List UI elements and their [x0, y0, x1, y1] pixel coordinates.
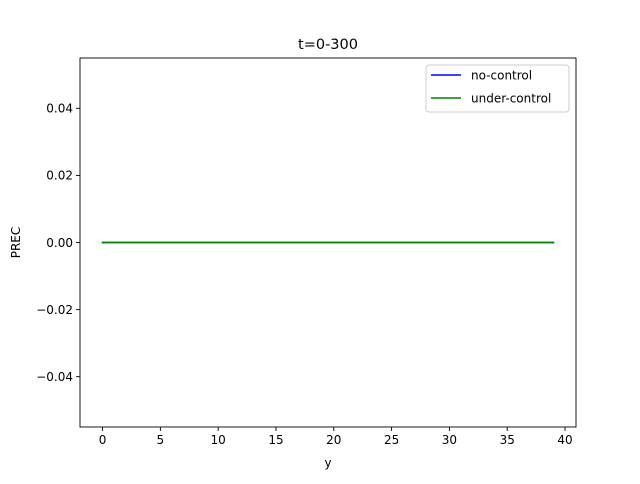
- x-tick-label: 35: [500, 433, 515, 447]
- x-tick-label: 25: [384, 433, 399, 447]
- chart-legend: no-control under-control: [425, 64, 570, 113]
- x-tick-label: 20: [326, 433, 341, 447]
- legend-label: under-control: [471, 91, 551, 105]
- y-tick-label: −0.02: [36, 303, 73, 317]
- y-tick-label: 0.00: [46, 236, 73, 250]
- x-axis-ticks: 0 5 10 15 20 25 30 35 40: [99, 427, 573, 447]
- legend-items: no-control under-control: [431, 68, 551, 105]
- y-axis-label: PREC: [9, 227, 23, 259]
- x-tick-label: 30: [442, 433, 457, 447]
- y-tick-label: −0.04: [36, 370, 73, 384]
- y-tick-label: 0.02: [46, 169, 73, 183]
- x-tick-label: 40: [557, 433, 572, 447]
- y-tick-label: 0.04: [46, 102, 73, 116]
- x-tick-label: 5: [157, 433, 165, 447]
- legend-label: no-control: [471, 68, 532, 82]
- x-tick-label: 15: [268, 433, 283, 447]
- x-tick-label: 10: [211, 433, 226, 447]
- x-axis-label: y: [324, 456, 331, 470]
- x-tick-label: 0: [99, 433, 107, 447]
- legend-frame: [425, 64, 570, 113]
- plot-area: [79, 57, 577, 428]
- y-axis-ticks: −0.04 −0.02 0.00 0.02 0.04: [36, 102, 80, 384]
- chart-title: t=0-300: [298, 37, 358, 53]
